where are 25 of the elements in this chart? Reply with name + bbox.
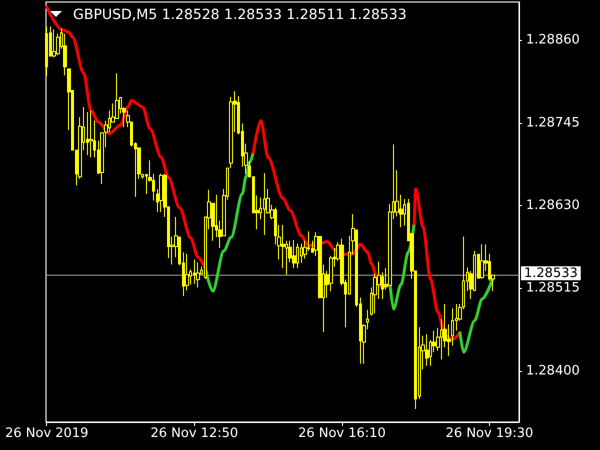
x-tick-label: 26 Nov 19:30 — [446, 426, 534, 441]
candlestick — [296, 243, 299, 269]
line-series — [204, 150, 255, 293]
candlestick — [425, 334, 429, 366]
candlestick — [45, 26, 48, 77]
line-series — [412, 187, 462, 341]
chart-title: GBPUSD,M5 1.28528 1.28533 1.28511 1.28533 — [73, 7, 407, 23]
candlestick — [292, 240, 296, 269]
x-tick-label: 26 Nov 2019 — [5, 426, 88, 441]
candlestick — [193, 258, 196, 284]
y-tick-label: 1.28745 — [526, 115, 580, 130]
candlestick — [480, 244, 484, 280]
candlestick — [300, 243, 303, 264]
candlestick — [263, 172, 266, 236]
candlestick — [196, 262, 200, 288]
x-tick-label: 26 Nov 16:10 — [298, 426, 386, 441]
y-tick-label: 1.28860 — [526, 32, 580, 48]
ref-line-label: 1.28533 — [524, 266, 578, 281]
y-tick-label: 1.28515 — [526, 280, 580, 296]
candlestick — [52, 28, 56, 58]
x-tick-label: 26 Nov 12:50 — [150, 426, 238, 441]
y-tick-label: 1.28630 — [526, 198, 580, 214]
candlestick — [115, 72, 119, 120]
candlestick — [89, 110, 93, 158]
y-tick-label: 1.28400 — [526, 363, 580, 378]
